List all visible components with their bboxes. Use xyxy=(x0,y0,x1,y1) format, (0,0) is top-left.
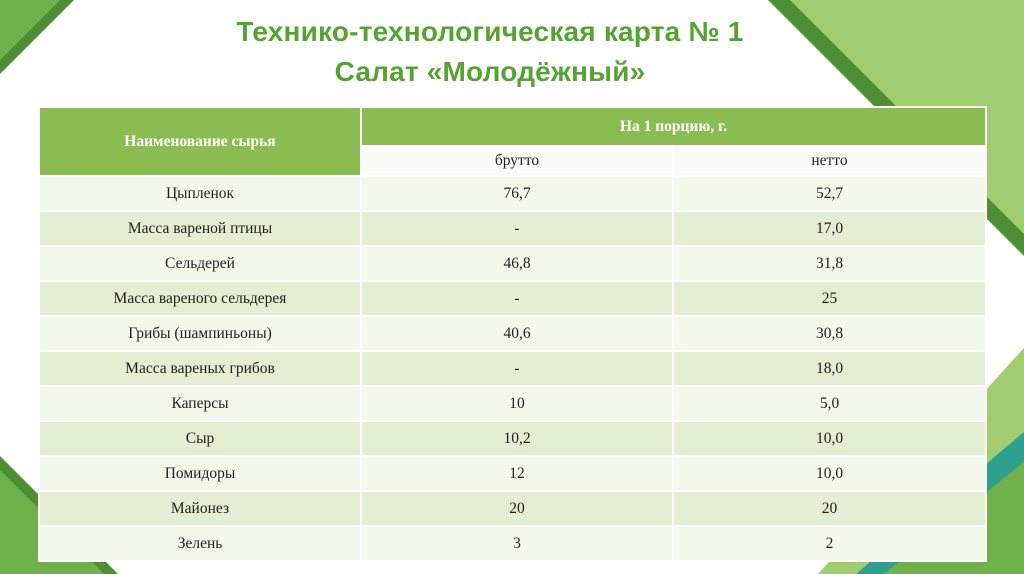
cell-brutto: - xyxy=(360,210,674,247)
table-row: Сыр 10,2 10,0 xyxy=(38,420,988,457)
table-row: Грибы (шампиньоны) 40,6 30,8 xyxy=(38,315,988,352)
column-header-ingredient: Наименование сырья xyxy=(38,106,362,177)
cell-brutto: 76,7 xyxy=(360,175,674,212)
table-row: Зелень 3 2 xyxy=(38,525,988,562)
cell-netto: 30,8 xyxy=(671,315,988,352)
cell-netto: 25 xyxy=(671,280,988,317)
cell-ingredient: Зелень xyxy=(38,525,362,562)
ingredients-table-container: Наименование сырья На 1 порцию, г. брутт… xyxy=(38,106,988,562)
column-subheader-netto: нетто xyxy=(671,145,988,177)
slide-title: Технико-технологическая карта № 1 Салат … xyxy=(0,12,1024,92)
cell-netto: 31,8 xyxy=(671,245,988,282)
slide-title-line1: Технико-технологическая карта № 1 xyxy=(236,16,744,47)
cell-netto: 52,7 xyxy=(671,175,988,212)
column-subheader-brutto: брутто xyxy=(360,145,674,177)
table-row: Сельдерей 46,8 31,8 xyxy=(38,245,988,282)
table-row: Цыпленок 76,7 52,7 xyxy=(38,175,988,212)
cell-netto: 20 xyxy=(671,490,988,527)
cell-ingredient: Масса вареного сельдерея xyxy=(38,280,362,317)
table-row: Масса вареных грибов -18,0 xyxy=(38,350,988,387)
cell-brutto: 40,6 xyxy=(360,315,674,352)
ingredients-table: Наименование сырья На 1 порцию, г. брутт… xyxy=(38,106,988,562)
table-body: Цыпленок 76,7 52,7 Масса вареной птицы -17,0… xyxy=(38,175,988,562)
cell-brutto: 3 xyxy=(360,525,674,562)
cell-ingredient: Цыпленок xyxy=(38,175,362,212)
cell-brutto: 10,2 xyxy=(360,420,674,457)
cell-brutto: 12 xyxy=(360,455,674,492)
cell-netto: 10,0 xyxy=(671,420,988,457)
cell-brutto: 46,8 xyxy=(360,245,674,282)
cell-brutto: 10 xyxy=(360,385,674,422)
table-row: Майонез 20 20 xyxy=(38,490,988,527)
cell-ingredient: Сыр xyxy=(38,420,362,457)
cell-ingredient: Каперсы xyxy=(38,385,362,422)
table-row: Масса вареного сельдерея -25 xyxy=(38,280,988,317)
table-row: Каперсы 10 5,0 xyxy=(38,385,988,422)
slide-title-line2: Салат «Молодёжный» xyxy=(334,56,646,87)
cell-ingredient: Майонез xyxy=(38,490,362,527)
cell-netto: 2 xyxy=(671,525,988,562)
table-header-row: Наименование сырья На 1 порцию, г. xyxy=(38,106,988,177)
cell-netto: 17,0 xyxy=(671,210,988,247)
cell-brutto: 20 xyxy=(360,490,674,527)
column-header-per-portion: На 1 порцию, г. xyxy=(359,106,988,147)
cell-ingredient: Масса вареных грибов xyxy=(38,350,362,387)
table-row: Помидоры 12 10,0 xyxy=(38,455,988,492)
cell-brutto: - xyxy=(360,280,674,317)
cell-netto: 5,0 xyxy=(671,385,988,422)
cell-ingredient: Сельдерей xyxy=(38,245,362,282)
cell-netto: 18,0 xyxy=(671,350,988,387)
cell-brutto: - xyxy=(360,350,674,387)
cell-ingredient: Масса вареной птицы xyxy=(38,210,362,247)
cell-ingredient: Помидоры xyxy=(38,455,362,492)
cell-netto: 10,0 xyxy=(671,455,988,492)
table-row: Масса вареной птицы -17,0 xyxy=(38,210,988,247)
cell-ingredient: Грибы (шампиньоны) xyxy=(38,315,362,352)
